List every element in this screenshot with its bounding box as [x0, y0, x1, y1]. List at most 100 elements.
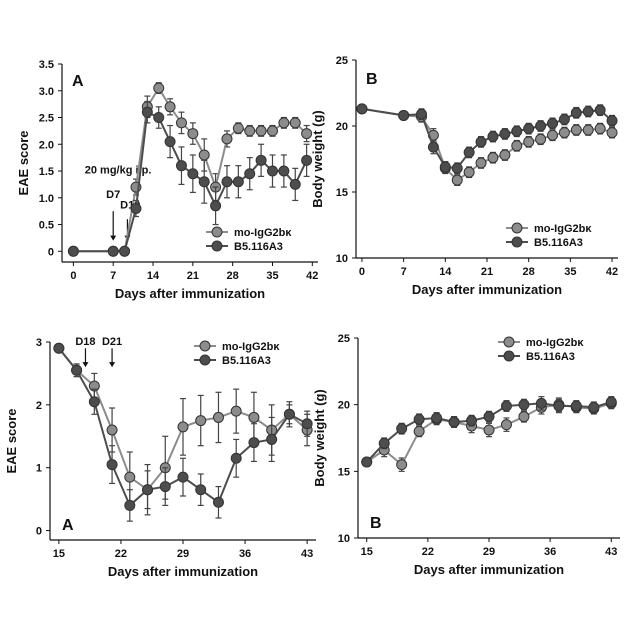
data-point — [571, 401, 581, 411]
legend-swatch-marker — [512, 223, 522, 233]
x-tick-label: 42 — [306, 270, 318, 282]
x-tick-label: 42 — [606, 266, 618, 278]
y-tick-label: 1.0 — [39, 193, 54, 205]
data-point — [176, 161, 186, 171]
data-point — [414, 414, 424, 424]
x-tick-label: 7 — [110, 270, 116, 282]
y-tick-label: 0 — [36, 526, 42, 538]
legend-label: mo-IgG2bκ — [534, 223, 592, 235]
data-point — [267, 166, 277, 176]
x-tick-label: 0 — [70, 270, 76, 282]
y-tick-label: 15 — [338, 466, 350, 478]
panel-letter: B — [370, 515, 382, 532]
data-point — [279, 118, 289, 128]
data-point — [267, 434, 277, 444]
data-point — [595, 124, 605, 134]
data-point — [536, 134, 546, 144]
x-tick-label: 15 — [361, 546, 373, 558]
data-point — [606, 397, 616, 407]
data-point — [440, 162, 450, 172]
data-point — [142, 107, 152, 117]
y-tick-label: 0 — [48, 246, 54, 258]
legend-label: B5.116A3 — [222, 355, 271, 367]
x-tick-label: 21 — [481, 266, 493, 278]
data-point — [107, 460, 117, 470]
data-point — [178, 422, 188, 432]
legend-swatch-marker — [212, 241, 222, 251]
data-point — [302, 419, 312, 429]
y-tick-label: 20 — [336, 121, 348, 133]
x-tick-label: 22 — [115, 548, 127, 560]
data-point — [233, 177, 243, 187]
data-point — [154, 113, 164, 123]
legend: mo-IgG2bκ B5.116A3 — [194, 341, 280, 367]
legend-label: mo-IgG2bκ — [234, 227, 292, 239]
panel-4: 152229364310152025Days after immunizatio… — [312, 333, 620, 577]
data-point — [399, 110, 409, 120]
data-point — [213, 412, 223, 422]
data-point — [199, 177, 209, 187]
x-tick-label: 22 — [422, 546, 434, 558]
data-point — [231, 406, 241, 416]
data-point — [432, 413, 442, 423]
data-point — [512, 126, 522, 136]
data-point — [519, 400, 529, 410]
y-tick-label: 1 — [36, 463, 42, 475]
y-tick-label: 1.5 — [39, 166, 54, 178]
data-point — [559, 128, 569, 138]
y-axis-title: Body weight (g) — [312, 389, 327, 487]
data-point — [233, 123, 243, 133]
legend-label: mo-IgG2bκ — [526, 337, 584, 349]
x-tick-label: 43 — [301, 548, 313, 560]
data-point — [211, 201, 221, 211]
data-point — [165, 102, 175, 112]
arrow-head — [110, 236, 116, 241]
data-point — [536, 121, 546, 131]
x-tick-label: 28 — [523, 266, 535, 278]
data-point — [397, 424, 407, 434]
data-point — [607, 128, 617, 138]
legend-swatch-marker — [212, 227, 222, 237]
data-point — [571, 108, 581, 118]
data-point — [476, 137, 486, 147]
data-point — [160, 482, 170, 492]
data-point — [178, 472, 188, 482]
data-point — [256, 155, 266, 165]
data-point — [176, 118, 186, 128]
data-point — [500, 129, 510, 139]
data-point — [589, 402, 599, 412]
data-point — [607, 116, 617, 126]
y-tick-label: 25 — [336, 55, 348, 67]
y-tick-label: 10 — [336, 253, 348, 265]
data-point — [524, 137, 534, 147]
data-point — [512, 141, 522, 151]
data-point — [452, 163, 462, 173]
panel-letter: A — [72, 73, 84, 90]
y-tick-label: 2.5 — [39, 113, 54, 125]
x-tick-label: 15 — [53, 548, 65, 560]
y-tick-label: 3 — [36, 337, 42, 349]
data-point — [249, 412, 259, 422]
figure: 07142128354200.51.01.52.02.53.03.5Days a… — [0, 0, 640, 640]
data-point — [501, 420, 511, 430]
legend-label: B5.116A3 — [534, 237, 583, 249]
panel-2: 07142128354210152025Days after immunizat… — [310, 55, 618, 297]
y-tick-label: 15 — [336, 187, 348, 199]
data-point — [449, 417, 459, 427]
x-tick-label: 28 — [227, 270, 239, 282]
x-tick-label: 43 — [605, 546, 617, 558]
data-point — [188, 169, 198, 179]
data-point — [125, 500, 135, 510]
data-point — [222, 177, 232, 187]
x-tick-label: 29 — [177, 548, 189, 560]
y-tick-label: 25 — [338, 333, 350, 345]
annotation-label: D7 — [106, 189, 120, 201]
data-point — [428, 142, 438, 152]
data-point — [222, 134, 232, 144]
y-tick-label: 2 — [36, 400, 42, 412]
legend-label: mo-IgG2bκ — [222, 341, 280, 353]
legend-label: B5.116A3 — [526, 351, 575, 363]
data-point — [500, 150, 510, 160]
data-point — [501, 401, 511, 411]
x-tick-label: 7 — [401, 266, 407, 278]
